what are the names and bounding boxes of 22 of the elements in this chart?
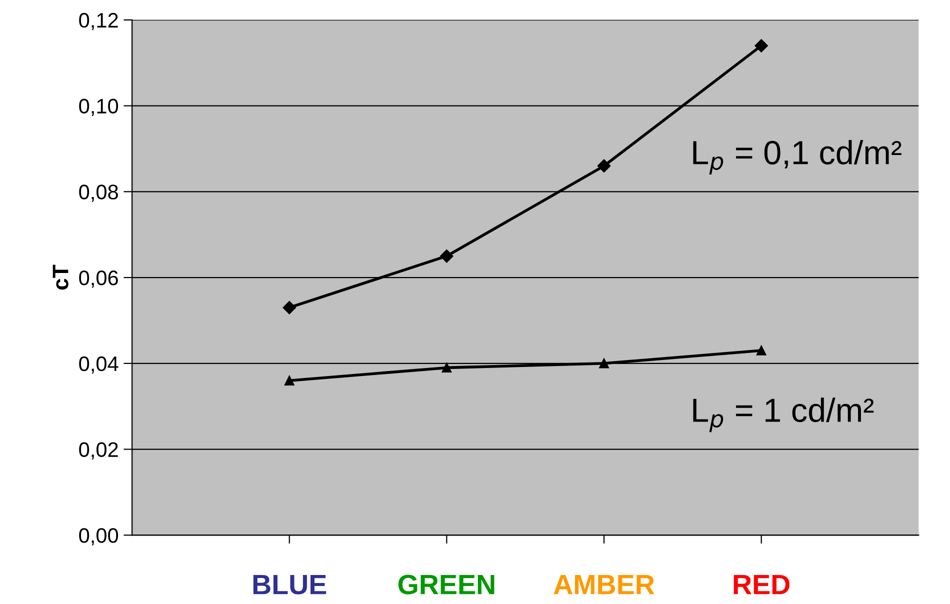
- point: [284, 376, 294, 386]
- series-label: L$_{p}$ = 0,1 cd/m²: [693, 140, 902, 174]
- y-tick-label: 0,10: [79, 98, 118, 116]
- y-tick-label: 0,06: [79, 270, 118, 288]
- y-tick-label: 0,04: [79, 356, 118, 374]
- point: [442, 362, 452, 373]
- point: [282, 301, 296, 314]
- y-tick-label: 0,08: [79, 184, 118, 202]
- x-tick-label: AMBER: [554, 575, 654, 594]
- x-tick-label: RED: [734, 575, 790, 594]
- point: [599, 358, 609, 368]
- y-tick-label: 0,00: [79, 528, 118, 546]
- y-axis-title: cT: [52, 264, 68, 290]
- point: [756, 346, 766, 356]
- y-tick-label: 0,12: [79, 12, 118, 30]
- x-tick-label: BLUE: [253, 575, 326, 594]
- point: [754, 39, 768, 52]
- point: [440, 249, 454, 263]
- point: [597, 159, 611, 172]
- series-label: L$_{p}$ = 1 cd/m²: [693, 398, 874, 432]
- x-tick-label: GREEN: [398, 574, 494, 594]
- y-tick-label: 0,02: [79, 442, 118, 460]
